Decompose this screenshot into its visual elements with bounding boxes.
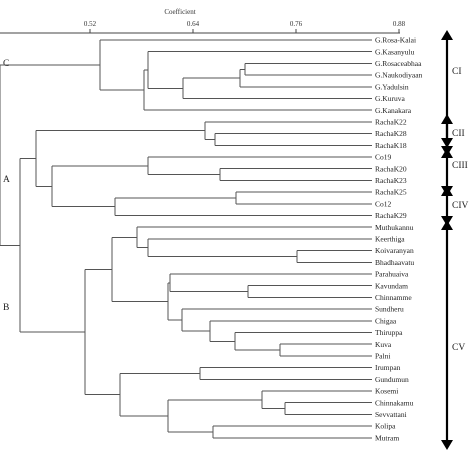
node-label-c: C: [3, 59, 9, 69]
leaf-label: G.Rosaceabhaa: [375, 59, 422, 68]
leaf-label: RachaK18: [375, 141, 407, 150]
node-label-a: A: [3, 175, 10, 185]
leaf-label: Thiruppa: [375, 328, 403, 337]
leaf-label: RachaK25: [375, 188, 407, 197]
leaf-label: Co12: [375, 199, 392, 208]
leaf-label: Gundumun: [375, 375, 409, 384]
leaf-label: Parahuaiva: [375, 270, 409, 279]
leaf-label: Muthukannu: [375, 223, 414, 232]
leaf-label: G.Kuruva: [375, 94, 405, 103]
cluster-label: CIV: [452, 201, 469, 211]
axis-title: Coefficient: [164, 8, 195, 16]
cluster-label: CI: [452, 67, 462, 77]
leaf-label: Koivaranyan: [375, 246, 414, 255]
leaf-label: G.Kanakara: [375, 106, 412, 115]
node-label-b: B: [3, 303, 9, 313]
leaf-label: Mutram: [375, 433, 399, 442]
leaf-label: RachaK20: [375, 164, 407, 173]
leaf-label: RachaK29: [375, 211, 407, 220]
axis-tick-label: 0.52: [84, 20, 97, 28]
leaf-label: Chinnakamu: [375, 398, 414, 407]
cluster-label: CV: [452, 343, 465, 353]
leaf-label: Kavundam: [375, 281, 408, 290]
leaf-label: RachaK28: [375, 129, 407, 138]
leaf-label: Chinnamme: [375, 293, 412, 302]
leaf-label: Kosemi: [375, 387, 398, 396]
axis-tick-label: 0.64: [187, 20, 200, 28]
leaf-label: Kuva: [375, 340, 392, 349]
leaf-label: Chigaa: [375, 316, 397, 325]
leaf-label: G.Kasanyulu: [375, 47, 415, 56]
leaf-label: Keerthiga: [375, 235, 405, 244]
leaf-label: Sevvattani: [375, 410, 407, 419]
dendrogram-branches: [0, 39, 372, 439]
leaf-label: Kolipa: [375, 422, 396, 431]
leaf-label: Co19: [375, 153, 392, 162]
leaf-label: Bhadhaavatu: [375, 258, 414, 267]
cluster-bracket-cv: CV: [441, 220, 465, 450]
leaf-labels: G.Rosa-Kalai G.Kasanyulu G.Rosaceabhaa G.Na…: [375, 36, 423, 443]
leaf-label: Irumpan: [375, 363, 401, 372]
cluster-label: CII: [452, 129, 465, 139]
axis-tick-label: 0.88: [393, 20, 406, 28]
leaf-label: Palni: [375, 352, 390, 361]
leaf-label: Sundheru: [375, 305, 404, 314]
cluster-bracket-ciii: CIII: [441, 148, 468, 196]
leaf-label: G.Yadulsin: [375, 82, 409, 91]
cluster-bracket-cii: CII: [441, 114, 465, 156]
cluster-bracket-civ: CIV: [441, 186, 469, 226]
axis-tick-label: 0.76: [290, 20, 303, 28]
leaf-label: RachaK22: [375, 118, 407, 127]
leaf-label: G.Naukodiyaan: [375, 71, 423, 80]
cluster-label: CIII: [452, 161, 468, 171]
leaf-label: G.Rosa-Kalai: [375, 36, 416, 45]
leaf-label: RachaK23: [375, 176, 407, 185]
